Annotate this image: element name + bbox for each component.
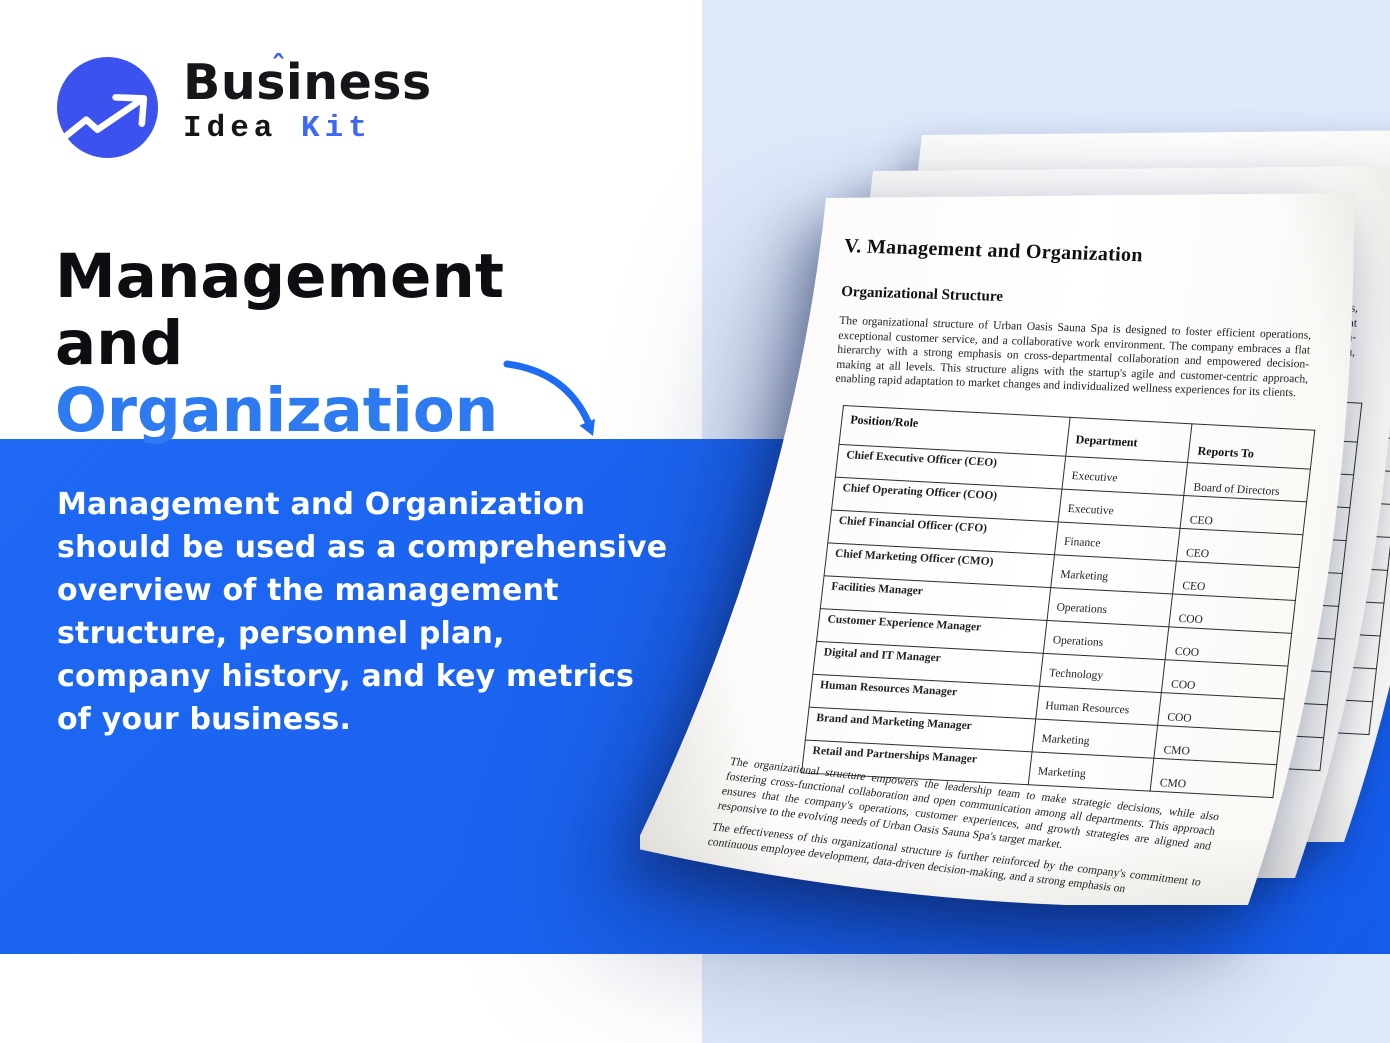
page-title-line1: Management and (55, 241, 505, 379)
table-cell: CMO (1150, 758, 1276, 797)
doc-intro-paragraph: The organizational structure of Urban Oa… (835, 313, 1312, 400)
brand-idea-text: Idea (183, 111, 278, 146)
curved-arrow-icon (503, 360, 595, 436)
table-header-cell: Department (1065, 417, 1192, 462)
brand-name-bottom: Idea Kit (183, 111, 432, 147)
brand-logo: Business ˆ Idea Kit (56, 50, 477, 162)
doc-title: V. Management and Organization (843, 235, 1144, 267)
doc-header-block: V. Management and Organization Organizat… (835, 235, 1317, 402)
panel-description: Management and Organization should be us… (57, 487, 668, 737)
table-header-cell: Reports To (1188, 424, 1315, 469)
trend-arrow-icon (56, 57, 158, 158)
doc-section-heading: Organizational Structure (840, 283, 1004, 305)
brand-business-text: Business (183, 54, 432, 111)
doc-content: V. Management and Organization Organizat… (640, 193, 1360, 905)
page-front-wrap: V. Management and Organization Organizat… (640, 193, 1360, 905)
table-cell: Marketing (1028, 752, 1154, 791)
brand-name-top: Business ˆ (183, 50, 432, 111)
page-front: V. Management and Organization Organizat… (640, 193, 1360, 905)
brand-wordmark: Business ˆ Idea Kit (183, 50, 432, 147)
page-title-line2: Organization (55, 375, 499, 446)
circumflex-accent-icon: ˆ (271, 50, 287, 85)
brand-kit-text: Kit (301, 111, 372, 146)
page-title: Management and Organization (55, 243, 504, 444)
